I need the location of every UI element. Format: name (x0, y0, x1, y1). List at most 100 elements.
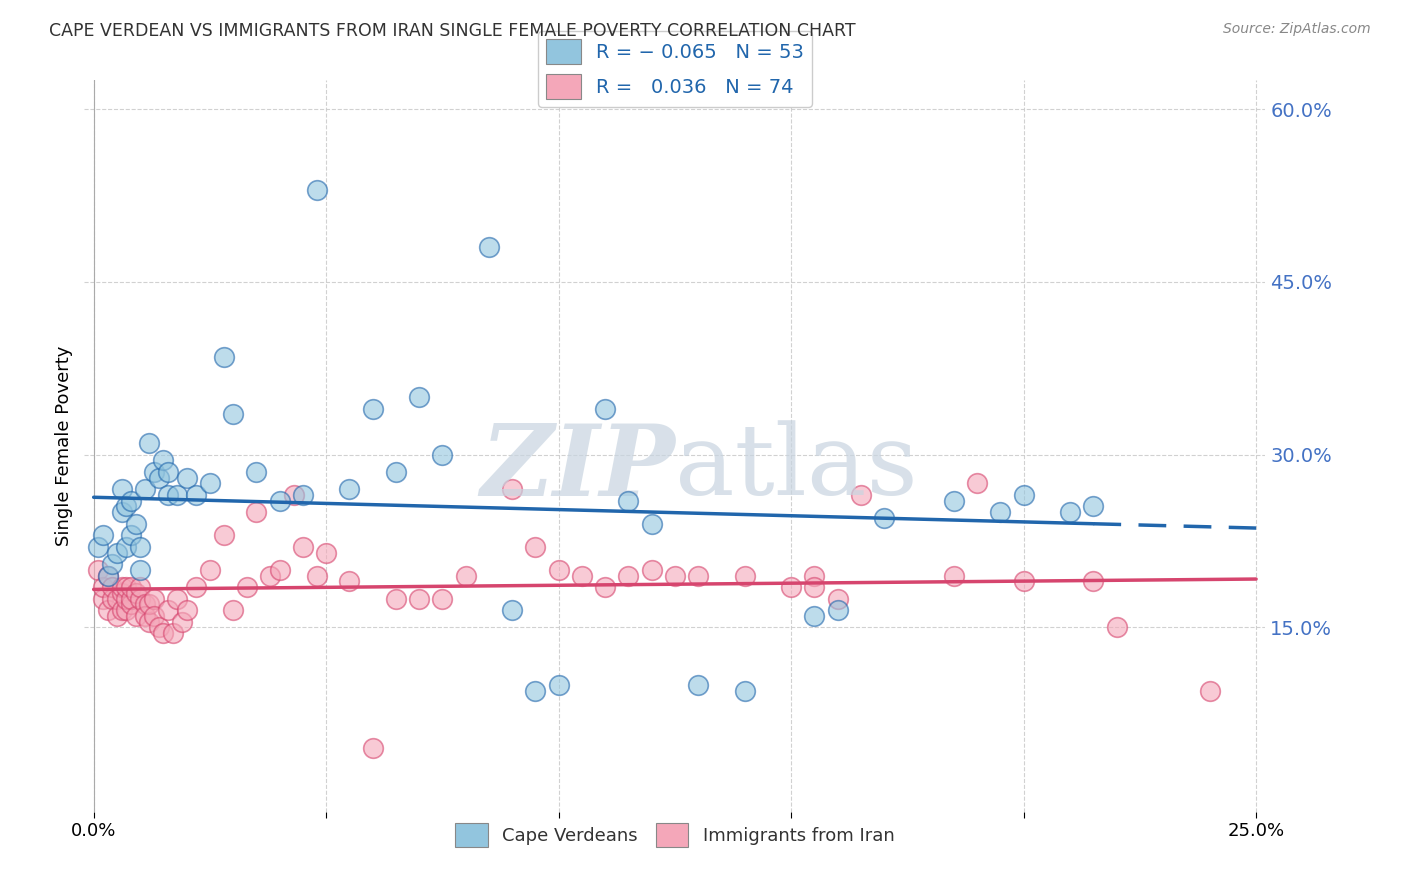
Point (134, 482, 156, 496)
Point (138, 436, 160, 450)
Point (1083, 574, 1105, 589)
Point (138, 598, 160, 612)
Point (283, 488, 305, 502)
Point (115, 500, 138, 514)
Point (291, 488, 314, 502)
Point (849, 488, 872, 502)
Point (1059, 505, 1081, 519)
Point (148, 471, 170, 485)
Point (115, 603, 138, 617)
Text: atlas: atlas (675, 420, 918, 516)
Point (222, 407, 245, 421)
Point (803, 580, 825, 594)
Point (120, 591, 142, 606)
Point (166, 488, 188, 502)
Point (478, 240, 501, 254)
Point (120, 580, 142, 594)
Point (269, 563, 291, 577)
Point (157, 603, 180, 617)
Point (138, 615, 160, 629)
Point (432, 448, 454, 462)
Point (339, 482, 361, 496)
Point (385, 591, 408, 606)
Point (134, 598, 156, 612)
Point (593, 401, 616, 416)
Point (129, 591, 152, 606)
Point (245, 465, 267, 479)
Point (1198, 683, 1220, 698)
Point (361, 741, 384, 756)
Point (501, 603, 523, 617)
Point (734, 683, 756, 698)
Point (162, 626, 184, 640)
Point (166, 591, 188, 606)
Point (432, 591, 454, 606)
Point (222, 603, 245, 617)
Point (1012, 488, 1035, 502)
Point (129, 580, 152, 594)
Point (152, 453, 174, 467)
Legend: Cape Verdeans, Immigrants from Iran: Cape Verdeans, Immigrants from Iran (449, 816, 901, 854)
Point (212, 528, 235, 542)
Point (110, 586, 132, 600)
Point (640, 563, 662, 577)
Point (524, 683, 547, 698)
Point (408, 591, 430, 606)
Point (547, 563, 569, 577)
Point (524, 540, 547, 554)
Point (803, 608, 825, 623)
Point (640, 516, 662, 531)
Point (547, 678, 569, 692)
Text: ZIP: ZIP (479, 420, 675, 516)
Point (101, 557, 124, 571)
Point (942, 493, 965, 508)
Point (148, 620, 170, 634)
Point (101, 591, 124, 606)
Point (184, 580, 207, 594)
Point (120, 598, 142, 612)
Point (115, 540, 138, 554)
Y-axis label: Single Female Poverty: Single Female Poverty (55, 346, 73, 546)
Point (143, 608, 166, 623)
Point (212, 350, 235, 364)
Point (97, 568, 120, 582)
Point (1083, 500, 1105, 514)
Point (110, 482, 132, 496)
Point (157, 488, 180, 502)
Point (198, 476, 221, 491)
Point (305, 568, 328, 582)
Point (942, 568, 965, 582)
Point (97, 603, 120, 617)
Point (454, 568, 477, 582)
Point (143, 465, 166, 479)
Point (91, 591, 114, 606)
Point (120, 493, 142, 508)
Point (176, 471, 198, 485)
Text: Source: ZipAtlas.com: Source: ZipAtlas.com (1223, 22, 1371, 37)
Point (87, 540, 110, 554)
Point (97, 568, 120, 582)
Point (105, 545, 128, 559)
Point (124, 608, 146, 623)
Point (688, 568, 710, 582)
Point (291, 540, 314, 554)
Text: CAPE VERDEAN VS IMMIGRANTS FROM IRAN SINGLE FEMALE POVERTY CORRELATION CHART: CAPE VERDEAN VS IMMIGRANTS FROM IRAN SIN… (49, 22, 856, 40)
Point (157, 465, 180, 479)
Point (259, 568, 281, 582)
Point (91, 528, 114, 542)
Point (115, 591, 138, 606)
Point (101, 580, 124, 594)
Point (110, 580, 132, 594)
Point (827, 603, 849, 617)
Point (124, 516, 146, 531)
Point (988, 505, 1011, 519)
Point (339, 574, 361, 589)
Point (664, 568, 686, 582)
Point (617, 568, 640, 582)
Point (245, 505, 267, 519)
Point (91, 580, 114, 594)
Point (105, 608, 128, 623)
Point (501, 482, 523, 496)
Point (408, 390, 430, 404)
Point (129, 563, 152, 577)
